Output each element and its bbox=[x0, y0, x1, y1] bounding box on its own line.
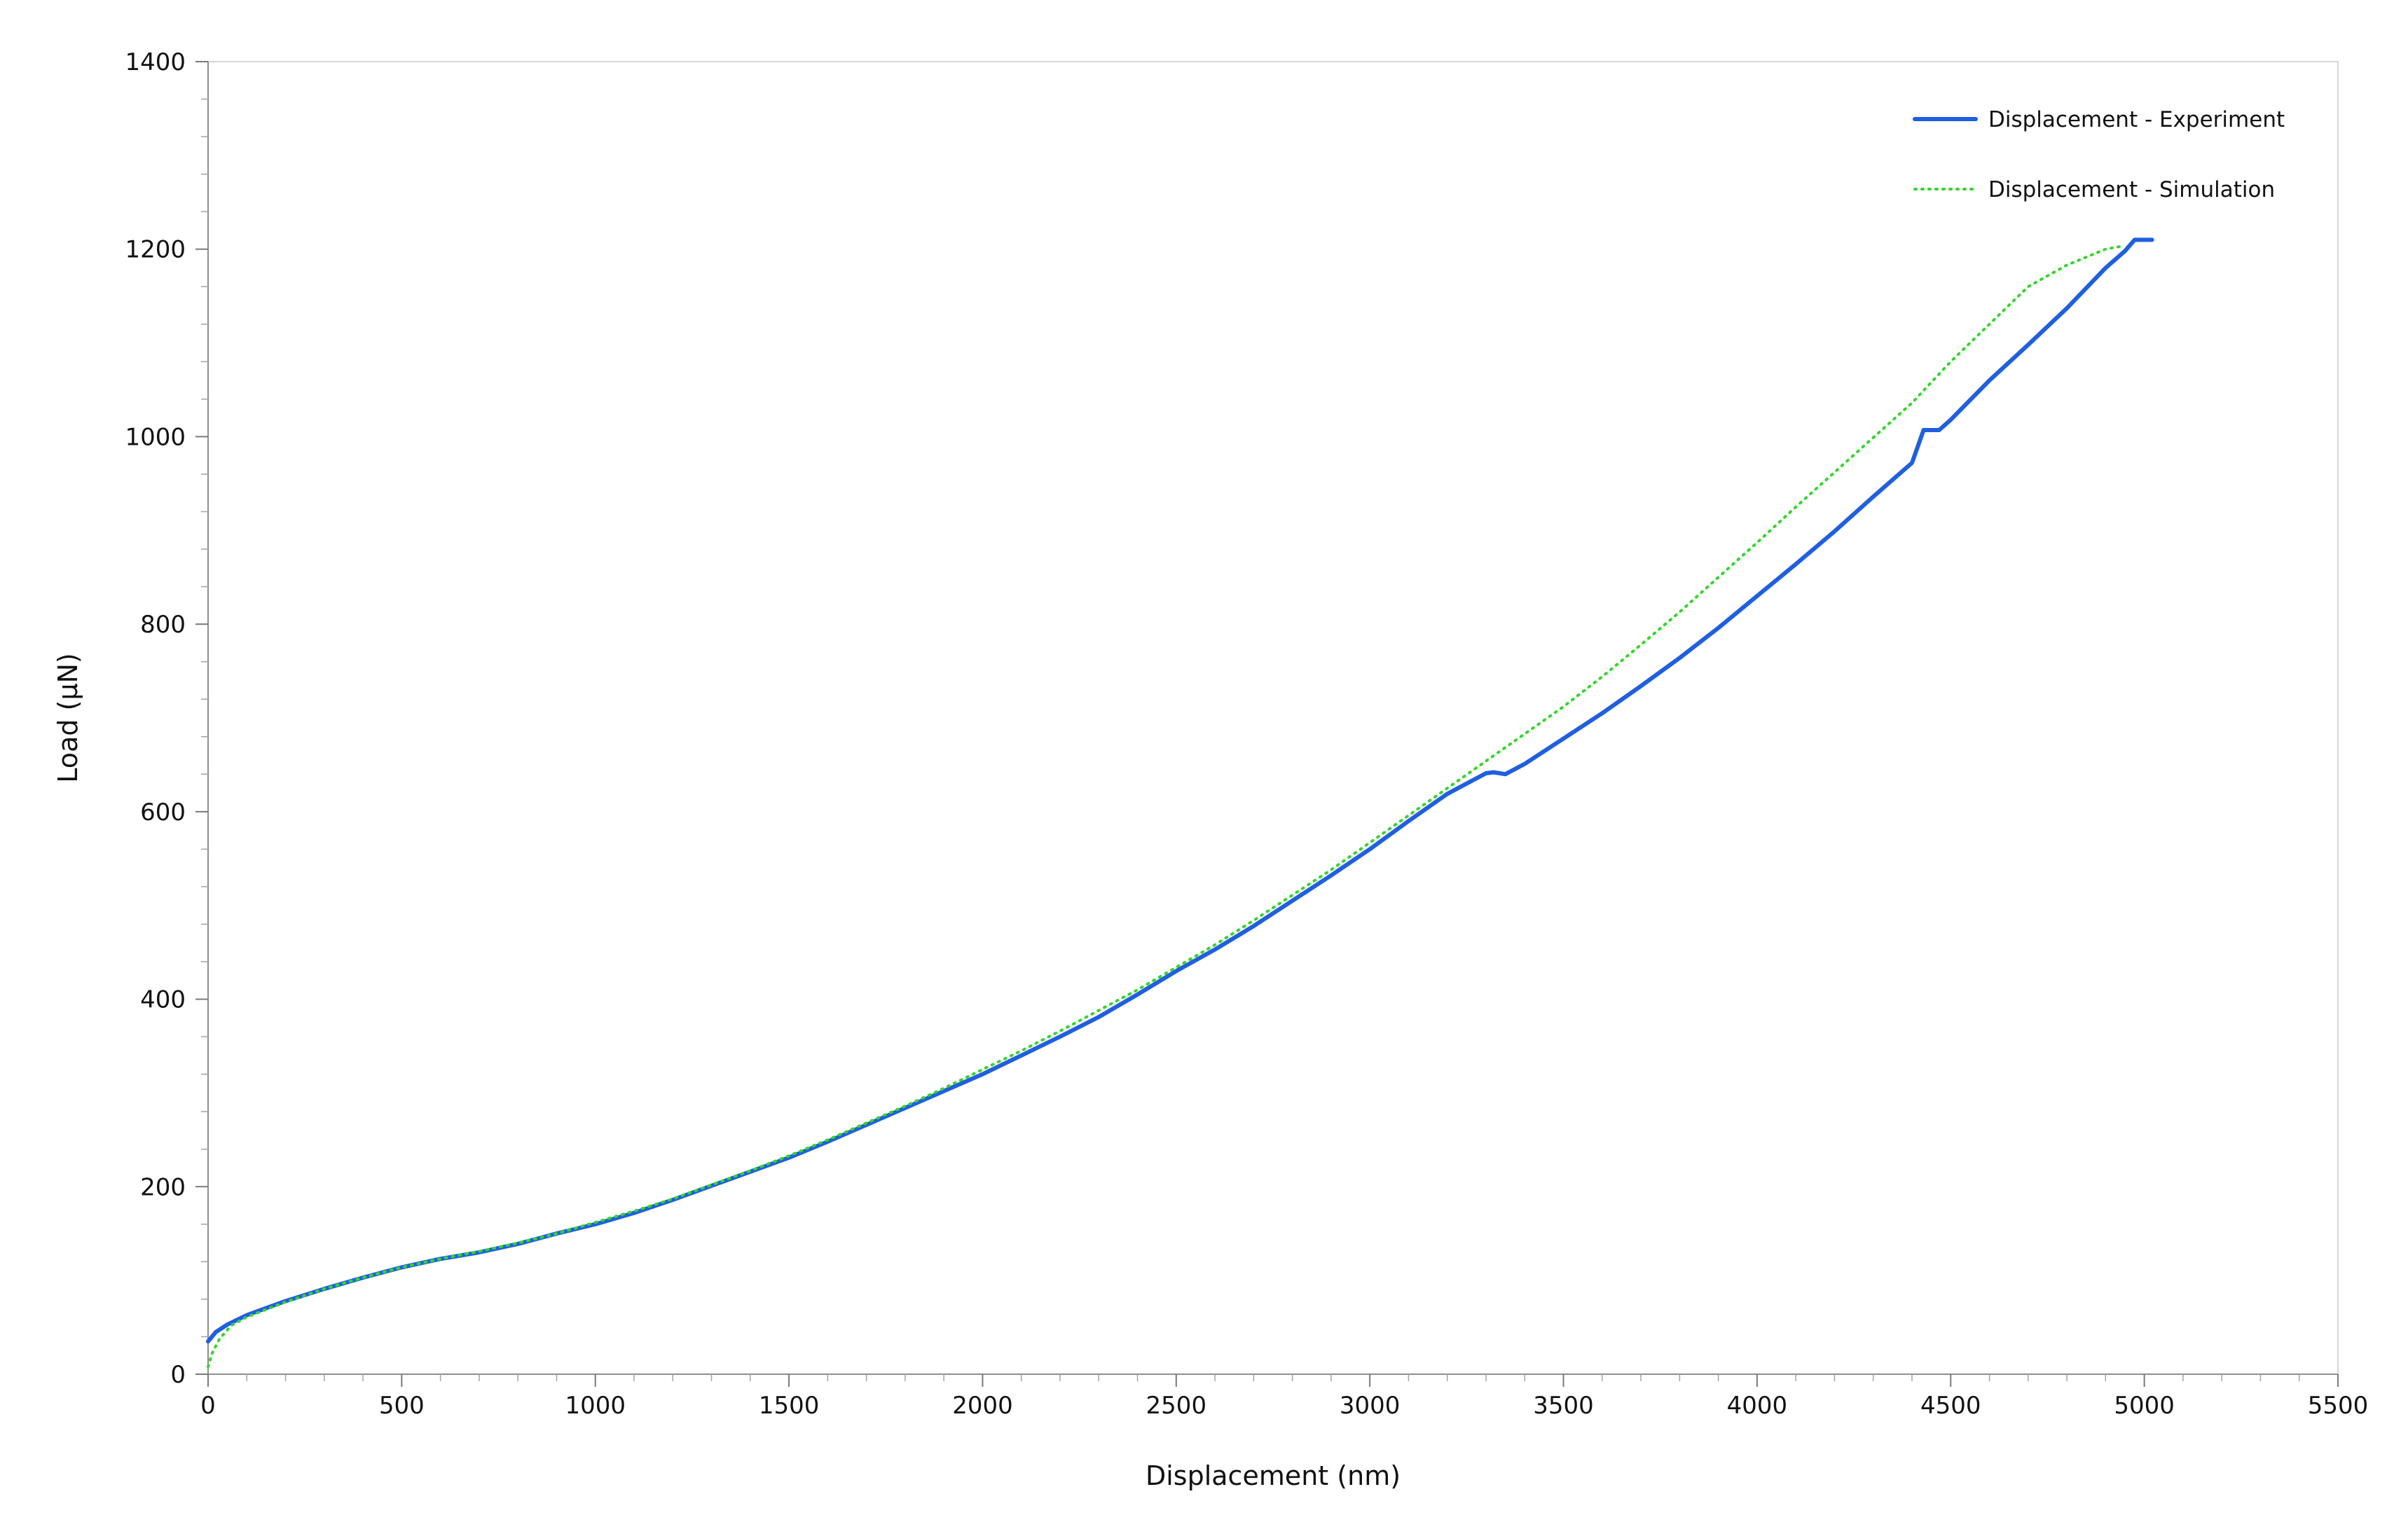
y-tick-label: 1400 bbox=[125, 48, 186, 76]
axes-layer bbox=[207, 61, 2339, 1375]
x-tick-label: 0 bbox=[200, 1392, 216, 1420]
y-tick-label: 400 bbox=[140, 986, 186, 1014]
y-tick-label: 800 bbox=[140, 611, 186, 639]
x-tick-label: 3000 bbox=[1340, 1392, 1401, 1420]
legend-label-experiment: Displacement - Experiment bbox=[1988, 107, 2285, 132]
simulation-series-line bbox=[207, 244, 2123, 1369]
plot-area-border bbox=[207, 61, 2339, 1375]
x-tick-label: 3500 bbox=[1533, 1392, 1594, 1420]
x-tick-label: 500 bbox=[379, 1392, 425, 1420]
series-layer bbox=[206, 237, 2154, 1369]
x-tick-label: 1000 bbox=[565, 1392, 626, 1420]
x-tick-label: 4000 bbox=[1727, 1392, 1788, 1420]
x-tick-label: 2500 bbox=[1146, 1392, 1207, 1420]
legend-label-simulation: Displacement - Simulation bbox=[1988, 177, 2275, 202]
experiment-series-line bbox=[206, 237, 2154, 1344]
y-tick-label: 1000 bbox=[125, 423, 186, 451]
x-tick-label: 5000 bbox=[2114, 1392, 2175, 1420]
x-tick-label: 5500 bbox=[2308, 1392, 2369, 1420]
y-tick-label: 600 bbox=[140, 798, 186, 826]
y-tick-label: 1200 bbox=[125, 236, 186, 264]
legend-layer: Displacement - Experiment Displacement - … bbox=[1913, 107, 2285, 202]
x-tick-label: 4500 bbox=[1920, 1392, 1981, 1420]
x-tick-label: 2000 bbox=[952, 1392, 1013, 1420]
ticks-layer: 0 500 1000 1500 2000 2500 3000 3500 4000 4500 5000… bbox=[125, 48, 2368, 1420]
y-tick-label: 200 bbox=[140, 1173, 186, 1201]
y-tick-label: 0 bbox=[170, 1361, 186, 1389]
y-axis-title: Load (µN) bbox=[53, 653, 83, 783]
x-tick-label: 1500 bbox=[759, 1392, 820, 1420]
x-axis-title: Displacement (nm) bbox=[1145, 1460, 1401, 1491]
